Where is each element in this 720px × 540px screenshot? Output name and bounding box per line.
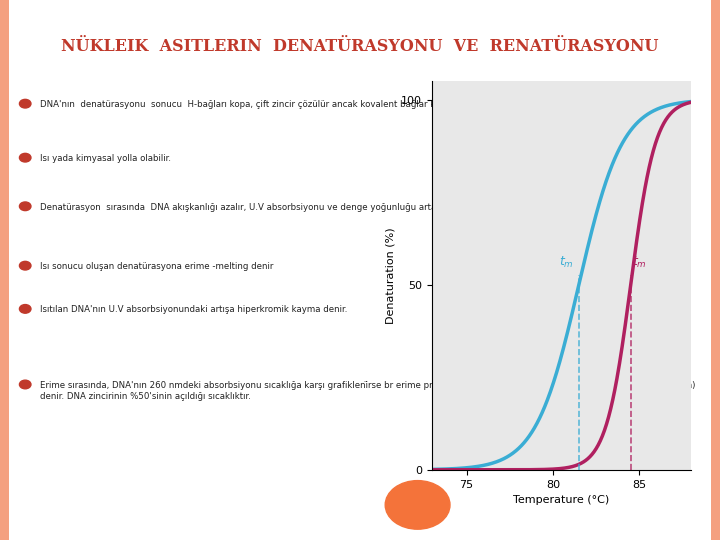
Text: Isıtılan DNA'nın U.V absorbsiyonundaki artışa hiperkromik kayma denir.: Isıtılan DNA'nın U.V absorbsiyonundaki a… xyxy=(40,305,347,314)
Circle shape xyxy=(19,153,31,162)
Text: $t_m$: $t_m$ xyxy=(559,255,574,270)
Text: Isı sonucu oluşan denatürasyona erime -melting denir: Isı sonucu oluşan denatürasyona erime -m… xyxy=(40,262,273,271)
Bar xyxy=(711,0,720,540)
Circle shape xyxy=(19,202,31,211)
Y-axis label: Denaturation (%): Denaturation (%) xyxy=(386,227,396,323)
Circle shape xyxy=(385,481,450,529)
Circle shape xyxy=(19,261,31,270)
Text: Denatürasyon  sırasında  DNA akışkanlığı azalır, U.V absorbsiyonu ve denge yoğun: Denatürasyon sırasında DNA akışkanlığı a… xyxy=(40,202,441,212)
Text: Erime sırasında, DNA'nın 260 nmdeki absorbsiyonu sıcaklığa karşı grafiklenïrse : Erime sırasında, DNA'nın 260 nmdeki abso… xyxy=(40,381,695,401)
Text: $t_m$: $t_m$ xyxy=(632,255,647,270)
X-axis label: Temperature (°C): Temperature (°C) xyxy=(513,495,610,505)
Bar xyxy=(0,0,9,540)
Circle shape xyxy=(19,99,31,108)
Circle shape xyxy=(19,305,31,313)
Text: NÜKLEIK  ASITLERIN  DENATÜRASYONU  VE  RENATÜRASYONU: NÜKLEIK ASITLERIN DENATÜRASYONU VE RENAT… xyxy=(61,38,659,55)
Circle shape xyxy=(19,380,31,389)
Text: Isı yada kimyasal yolla olabilir.: Isı yada kimyasal yolla olabilir. xyxy=(40,154,171,163)
Text: DNA'nın  denatürasyonu  sonucu  H-bağları kopa, çift zincir çözülür ancak kovale: DNA'nın denatürasyonu sonucu H-bağları k… xyxy=(40,100,467,109)
